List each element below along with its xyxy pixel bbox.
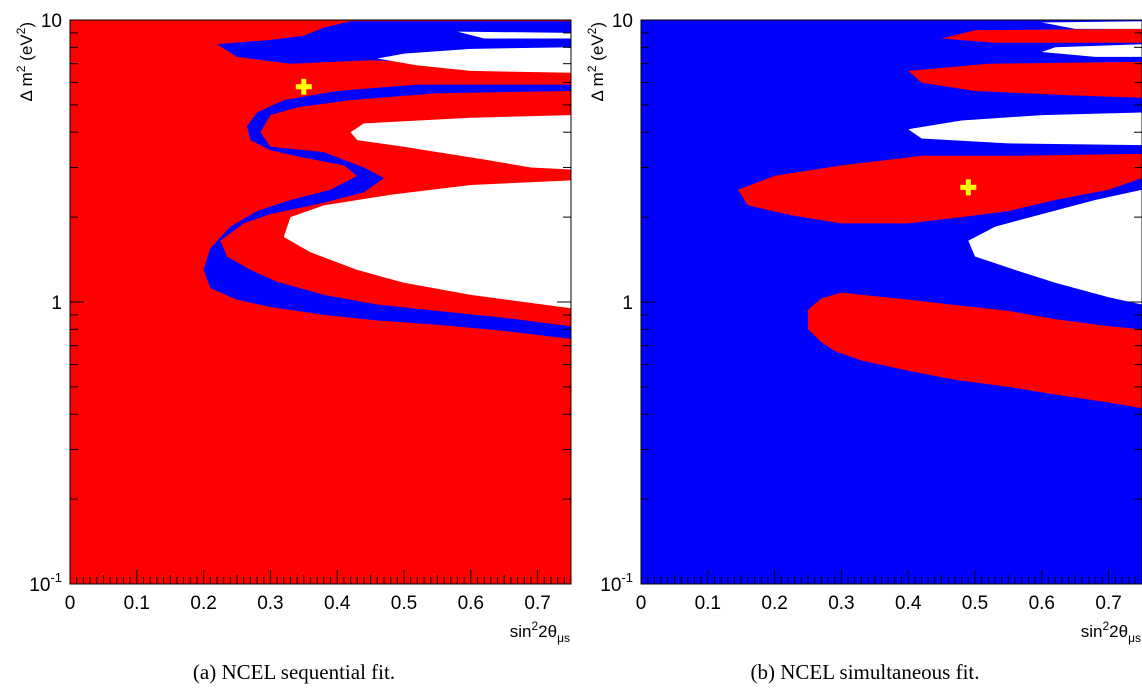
y-tick-label: 1	[51, 293, 62, 314]
region-white-4	[1041, 21, 1142, 29]
x-tick-label: 0.6	[458, 593, 484, 614]
x-tick-label: 0.7	[524, 593, 550, 614]
region-red-3	[808, 292, 1142, 409]
x-axis-ticks	[69, 570, 572, 584]
x-tick-label: 0.1	[695, 593, 721, 614]
y-axis-ticks	[641, 19, 1142, 585]
region-red-1	[908, 61, 1142, 98]
region-white-5	[283, 180, 571, 309]
x-tick-label: 0.3	[828, 593, 854, 614]
x-tick-label: 0.2	[761, 593, 787, 614]
x-title-part: sin	[510, 622, 532, 641]
y-tick-label: 10	[612, 11, 633, 32]
y-title-sup: 2	[14, 65, 28, 72]
x-title-sup: 2	[1102, 619, 1109, 633]
x-tick-label: 0.5	[962, 593, 988, 614]
x-title-part: sin	[1081, 622, 1103, 641]
y-axis-ticks	[70, 19, 571, 585]
y-tick-label: 10-1	[29, 570, 62, 596]
region-white-3	[377, 47, 571, 73]
y-axis-title: Δ m2 (eV2)	[585, 22, 607, 102]
y-axis-title: Δ m2 (eV2)	[14, 22, 36, 102]
y-tick-label-base: 1	[51, 293, 62, 314]
y-tick-label-base: 1	[622, 293, 633, 314]
y-title-sup: 2	[14, 27, 28, 34]
region-white-5	[1041, 44, 1142, 57]
x-tick-label: 0.7	[1095, 593, 1121, 614]
best-fit-marker-v	[301, 78, 307, 95]
y-tick-label-base: 10	[29, 575, 50, 596]
x-title-part: 2θ	[538, 622, 557, 641]
region-white-2	[457, 31, 571, 39]
region-red-0	[941, 28, 1142, 43]
x-tick-label: 0	[636, 593, 647, 614]
y-tick-label-exp: -1	[50, 570, 62, 585]
figure-caption: (b) NCEL simultaneous fit.	[750, 660, 979, 684]
plot-area	[70, 20, 571, 584]
x-title-sub: μs	[557, 631, 570, 645]
region-white-4	[350, 115, 571, 170]
x-title-sub: μs	[1128, 631, 1141, 645]
y-title-part: Δ m	[17, 72, 36, 101]
y-title-part: (eV	[588, 34, 607, 66]
region-red-2	[737, 153, 1142, 224]
y-title-sup: 2	[585, 27, 599, 34]
y-tick-label: 10-1	[600, 570, 633, 596]
x-tick-label: 0.4	[324, 593, 351, 614]
x-axis-title: sin22θμs	[510, 619, 570, 645]
y-title-sup: 2	[585, 65, 599, 72]
y-title-part: )	[588, 22, 607, 28]
x-axis-title: sin22θμs	[1081, 619, 1141, 645]
y-tick-label: 10	[41, 11, 62, 32]
x-title-sup: 2	[531, 619, 538, 633]
x-tick-label: 0.3	[257, 593, 283, 614]
y-tick-label-base: 10	[612, 11, 633, 32]
region-white-6	[908, 112, 1142, 146]
y-tick-label-exp: -1	[621, 570, 633, 585]
x-tick-label: 0.5	[391, 593, 417, 614]
y-title-part: Δ m	[588, 72, 607, 101]
best-fit-marker-v	[965, 179, 971, 196]
best-fit-marker	[295, 78, 312, 95]
y-tick-label: 1	[622, 293, 633, 314]
region-white-7	[968, 189, 1142, 305]
y-title-part: (eV	[17, 34, 36, 66]
plot-area	[641, 20, 1142, 584]
x-tick-label: 0.6	[1029, 593, 1055, 614]
x-tick-label: 0	[65, 593, 76, 614]
x-axis-ticks	[640, 570, 1142, 584]
x-tick-label: 0.4	[895, 593, 922, 614]
y-title-part: )	[17, 22, 36, 28]
x-tick-label: 0.1	[124, 593, 150, 614]
y-tick-label-base: 10	[600, 575, 621, 596]
y-tick-label-base: 10	[41, 11, 62, 32]
x-title-part: 2θ	[1109, 622, 1128, 641]
region-blue-1	[203, 84, 571, 339]
figure-caption: (a) NCEL sequential fit.	[193, 660, 395, 684]
x-tick-label: 0.2	[190, 593, 216, 614]
best-fit-marker	[960, 179, 977, 196]
